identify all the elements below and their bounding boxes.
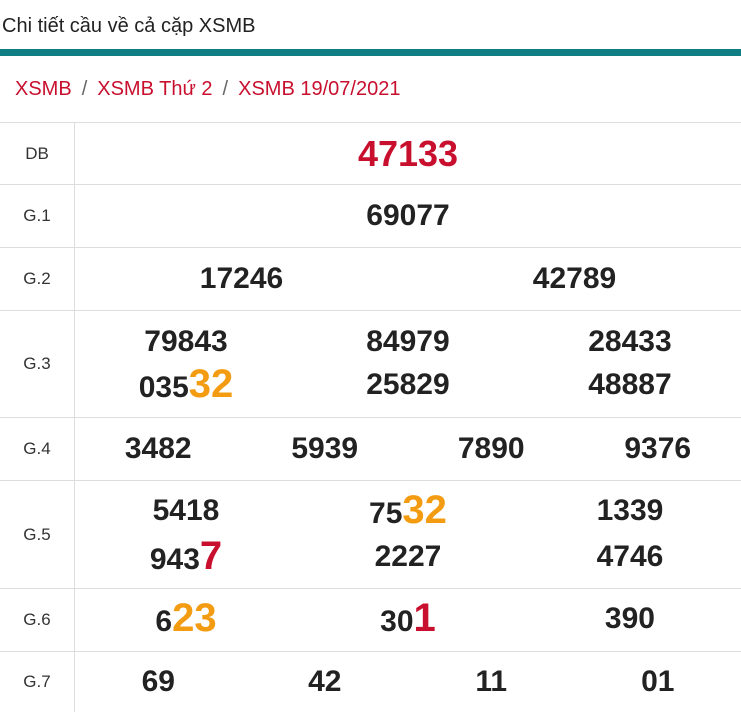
prize-value-highlight: 32 xyxy=(402,488,447,532)
prize-value-prefix: 6 xyxy=(155,605,172,638)
prize-value: 69 xyxy=(75,665,242,699)
row-label: G.1 xyxy=(0,185,75,248)
prize-value: 79843 xyxy=(75,320,297,363)
breadcrumb-separator: / xyxy=(223,78,229,101)
row-g5: G.5 5418 7532 1339 9437 2227 4746 xyxy=(0,481,741,589)
prize-value-prefix: 84979 xyxy=(366,325,449,358)
row-label: G.4 xyxy=(0,418,75,481)
prize-value: 01 xyxy=(575,665,741,699)
prize-value-prefix: 5418 xyxy=(153,494,220,527)
prize-value-prefix: 48887 xyxy=(588,368,671,401)
breadcrumb: XSMB / XSMB Thứ 2 / XSMB 19/07/2021 xyxy=(0,56,741,122)
prize-value: 1339 xyxy=(519,489,741,535)
prize-value: 69077 xyxy=(75,199,741,233)
prize-value-prefix: 390 xyxy=(605,602,655,635)
prize-value: 5418 xyxy=(75,489,297,535)
prize-value: 5939 xyxy=(242,432,409,466)
prize-value: 3482 xyxy=(75,432,242,466)
prize-value-prefix: 2227 xyxy=(375,540,442,573)
row-db: DB 47133 xyxy=(0,123,741,185)
row-g3: G.3 79843 84979 28433 03532 25829 48887 xyxy=(0,311,741,418)
prize-value-highlight: 7 xyxy=(200,534,222,578)
row-g2: G.2 17246 42789 xyxy=(0,248,741,311)
breadcrumb-separator: / xyxy=(82,78,88,101)
prize-value: 28433 xyxy=(519,320,741,363)
prize-value: 11 xyxy=(408,665,575,699)
row-label: G.7 xyxy=(0,652,75,712)
results-table: DB 47133 G.1 69077 G.2 17246 42789 G.3 7… xyxy=(0,122,741,712)
prize-value-prefix: 1339 xyxy=(597,494,664,527)
row-g4: G.4 3482 5939 7890 9376 xyxy=(0,418,741,481)
breadcrumb-xsmb[interactable]: XSMB xyxy=(15,78,72,101)
prize-value-prefix: 75 xyxy=(369,497,402,530)
prize-value: 48887 xyxy=(519,363,741,409)
prize-value: 9376 xyxy=(575,432,741,466)
prize-value-prefix: 25829 xyxy=(366,368,449,401)
breadcrumb-xsmb-thu2[interactable]: XSMB Thứ 2 xyxy=(97,78,212,101)
row-g7: G.7 69 42 11 01 xyxy=(0,652,741,712)
prize-value-highlight: 23 xyxy=(172,596,217,640)
prize-value: 25829 xyxy=(297,363,519,409)
prize-value-highlight: 32 xyxy=(189,362,234,406)
prize-value: 4746 xyxy=(519,535,741,581)
prize-value-prefix: 28433 xyxy=(588,325,671,358)
g5-values: 5418 7532 1339 9437 2227 4746 xyxy=(75,489,741,581)
prize-value: 47133 xyxy=(75,133,741,175)
g3-values: 79843 84979 28433 03532 25829 48887 xyxy=(75,320,741,409)
prize-value-prefix: 943 xyxy=(150,543,200,576)
prize-value: 42 xyxy=(242,665,409,699)
prize-value: 390 xyxy=(519,597,741,643)
row-label: G.3 xyxy=(0,311,75,418)
row-g1: G.1 69077 xyxy=(0,185,741,248)
prize-value: 7532 xyxy=(297,489,519,535)
row-label: G.5 xyxy=(0,481,75,589)
row-label: G.2 xyxy=(0,248,75,311)
prize-value: 17246 xyxy=(75,262,408,296)
prize-value-highlight: 1 xyxy=(414,596,436,640)
prize-value-prefix: 79843 xyxy=(144,325,227,358)
row-label: DB xyxy=(0,123,75,185)
prize-value: 7890 xyxy=(408,432,575,466)
prize-value: 9437 xyxy=(75,535,297,581)
prize-value-prefix: 30 xyxy=(380,605,413,638)
prize-value: 2227 xyxy=(297,535,519,581)
prize-value: 84979 xyxy=(297,320,519,363)
prize-value: 623 xyxy=(75,597,297,643)
row-label: G.6 xyxy=(0,589,75,652)
prize-value-prefix: 4746 xyxy=(597,540,664,573)
prize-value: 03532 xyxy=(75,363,297,409)
page-title: Chi tiết cầu về cả cặp XSMB xyxy=(0,0,741,56)
breadcrumb-date[interactable]: XSMB 19/07/2021 xyxy=(238,78,400,101)
prize-value: 42789 xyxy=(408,262,741,296)
prize-value-prefix: 035 xyxy=(139,371,189,404)
prize-value: 301 xyxy=(297,597,519,643)
